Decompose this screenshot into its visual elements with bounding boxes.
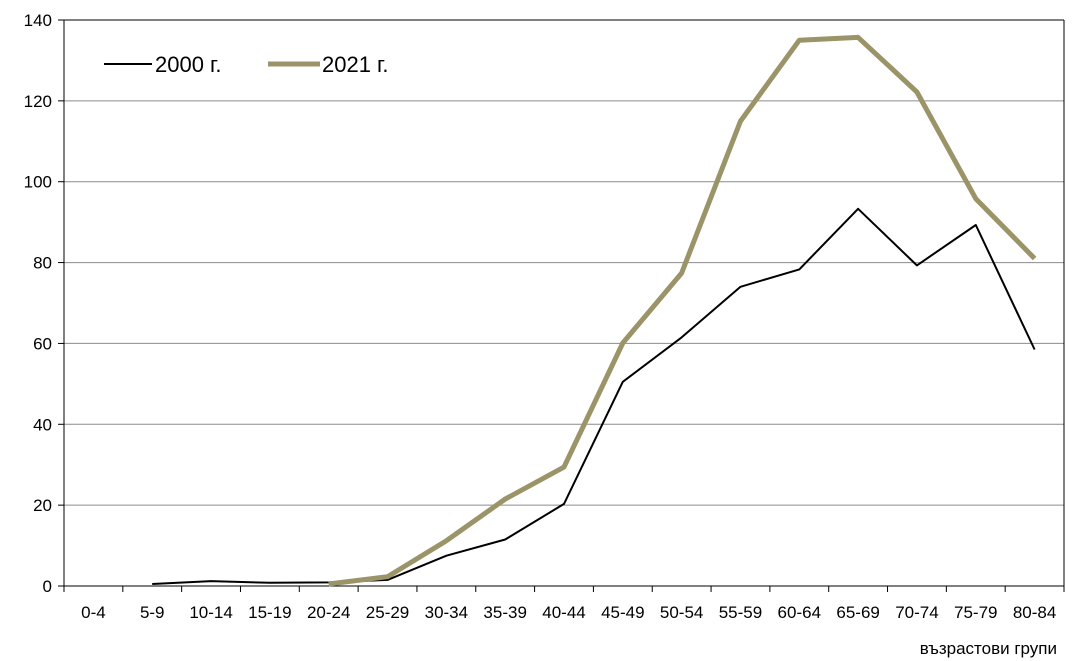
y-axis-tick-labels: 0 20 40 60 80 100 120 140: [24, 11, 52, 596]
series-lines: [152, 34, 1037, 587]
legend-label: 2000 г.: [155, 52, 222, 77]
x-tick-label: 45-49: [601, 603, 644, 622]
x-tick-label: 25-29: [366, 603, 409, 622]
x-tick-label: 55-59: [719, 603, 762, 622]
x-tick-label: 40-44: [542, 603, 585, 622]
x-axis: [63, 19, 1065, 592]
x-tick-label: 50-54: [660, 603, 703, 622]
x-tick-label: 80-84: [1013, 603, 1056, 622]
y-tick-label: 20: [33, 496, 52, 515]
x-tick-label: 15-19: [248, 603, 291, 622]
x-tick-label: 10-14: [189, 603, 232, 622]
y-tick-label: 120: [24, 92, 52, 111]
y-tick-label: 0: [43, 577, 52, 596]
y-tick-label: 60: [33, 334, 52, 353]
x-tick-label: 0-4: [81, 603, 106, 622]
x-tick-label: 35-39: [483, 603, 526, 622]
x-tick-label: 20-24: [307, 603, 350, 622]
legend: 2000 г. 2021 г.: [104, 52, 389, 77]
y-tick-label: 100: [24, 173, 52, 192]
x-tick-label: 5-9: [140, 603, 165, 622]
x-axis-title: възрастови групи: [920, 639, 1057, 658]
y-tick-label: 40: [33, 415, 52, 434]
x-tick-label: 60-64: [778, 603, 821, 622]
series-line-0: [152, 207, 1036, 585]
x-tick-label: 65-69: [836, 603, 879, 622]
legend-label: 2021 г.: [322, 52, 389, 77]
x-tick-label: 70-74: [895, 603, 938, 622]
y-tick-label: 140: [24, 11, 52, 30]
x-tick-label: 30-34: [425, 603, 468, 622]
series-line-1: [328, 34, 1037, 587]
grid-lines: [58, 19, 1064, 587]
x-axis-tick-labels: 0-4 5-9 10-14 15-19 20-24 25-29 30-34 35-39 40-4…: [81, 603, 1056, 622]
y-tick-label: 80: [33, 254, 52, 273]
x-tick-label: 75-79: [954, 603, 997, 622]
